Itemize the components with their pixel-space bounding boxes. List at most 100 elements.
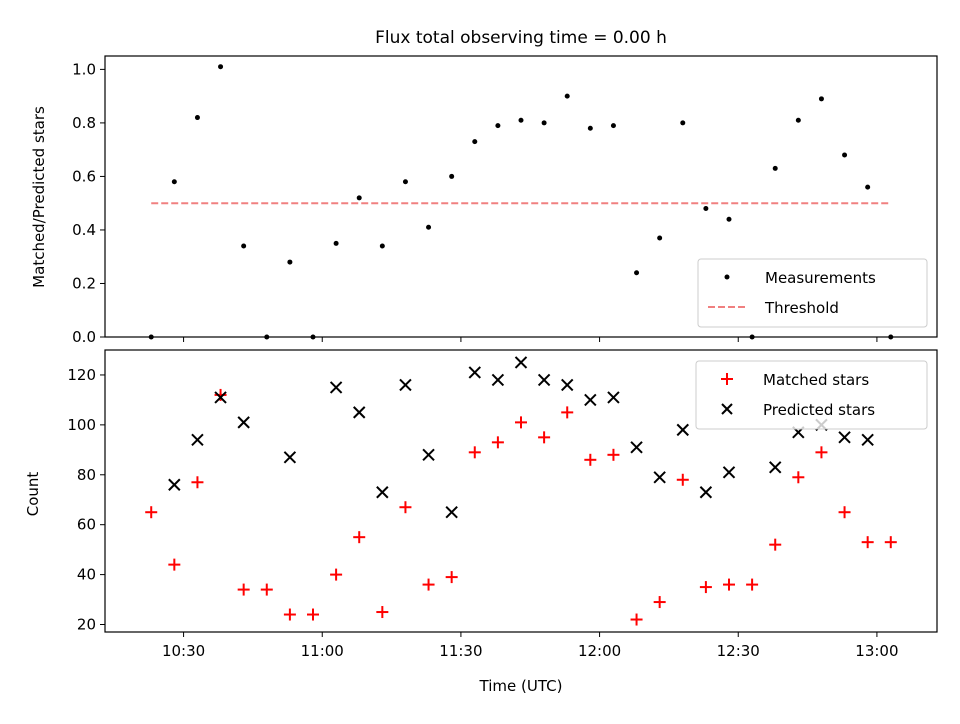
matched-star-point [214, 388, 227, 401]
matched-star-point [584, 453, 597, 466]
bottom-x-tick-label: 13:00 [855, 642, 898, 660]
matched-star-point [376, 606, 389, 619]
top-y-tick-label: 0.4 [72, 221, 96, 239]
measurement-point [726, 216, 732, 222]
predicted-star-point [353, 406, 366, 419]
legend-threshold-label: Threshold [764, 299, 839, 317]
top-legend: Measurements Threshold [697, 258, 928, 328]
matched-star-point [630, 613, 643, 626]
top-y-tick-label: 1.0 [72, 60, 96, 78]
predicted-star-point [445, 506, 458, 519]
measurement-point [564, 93, 570, 99]
predicted-star-point [722, 466, 736, 479]
measurement-point [356, 195, 362, 201]
bottom-legend: Matched stars Predicted stars [695, 360, 928, 430]
matched-star-point [283, 608, 296, 621]
matched-star-point [445, 571, 458, 584]
bottom-x-tick-label: 11:00 [301, 642, 344, 660]
matched-star-point [422, 578, 435, 591]
matched-star-point [468, 446, 481, 459]
matched-star-point [538, 431, 551, 444]
chart-title: Flux total observing time = 0.00 h [375, 28, 667, 48]
measurement-point [587, 125, 593, 131]
predicted-star-point [168, 478, 181, 491]
matched-star-point [307, 608, 319, 621]
matched-star-point [607, 448, 620, 461]
measurement-point [287, 259, 293, 265]
measurement-point [379, 243, 385, 249]
matched-star-point [491, 436, 504, 449]
legend-measurements-label: Measurements [765, 269, 876, 287]
predicted-star-point [468, 366, 481, 379]
matched-star-point [838, 506, 851, 519]
matched-star-point [769, 538, 782, 551]
top-axes-frame [104, 55, 938, 338]
bottom-x-tick-label: 12:30 [717, 642, 760, 660]
matched-star-point [653, 596, 666, 609]
bottom-panel: 20 40 60 80 100 120 10:30 11:00 11:30 12:00 12:30 1… [24, 349, 938, 695]
bottom-y-axis-label: Count [24, 472, 42, 517]
measurement-point [865, 184, 871, 190]
measurement-point [449, 173, 455, 179]
matched-star-point [884, 536, 897, 549]
measurement-point [610, 123, 616, 129]
bottom-axes: 20 40 60 80 100 120 10:30 11:00 11:30 12:00 12:30 1… [67, 366, 898, 660]
predicted-star-point [769, 461, 782, 474]
top-axes: 0.0 0.2 0.4 0.6 0.8 1.0 [72, 60, 878, 346]
bottom-plot-area [145, 356, 897, 626]
bottom-legend-box [695, 360, 928, 430]
matched-star-point [515, 416, 527, 429]
predicted-star-point [653, 471, 666, 484]
predicted-star-point [399, 378, 412, 392]
bottom-y-tick-label: 100 [67, 416, 96, 434]
top-y-tick-label: 0.2 [72, 274, 96, 292]
predicted-star-point [861, 433, 874, 447]
matched-star-point [191, 476, 204, 489]
predicted-star-point [422, 448, 435, 462]
matched-star-point [399, 501, 412, 514]
measurement-point [795, 117, 801, 123]
legend-measurements-marker [724, 274, 730, 280]
predicted-star-point [676, 423, 689, 437]
bottom-y-tick-label: 40 [77, 566, 96, 584]
measurement-point [657, 235, 663, 241]
bottom-x-tick-label: 12:00 [578, 642, 621, 660]
predicted-star-point [607, 391, 620, 404]
matched-star-point [861, 536, 874, 549]
measurement-point [218, 64, 224, 70]
predicted-star-point [537, 373, 551, 387]
predicted-star-point [191, 433, 204, 447]
predicted-star-point [214, 391, 227, 404]
top-y-tick-label: 0.8 [72, 114, 96, 132]
top-y-axis-label: Matched/Predicted stars [30, 106, 48, 288]
top-y-tick-label: 0.0 [72, 328, 96, 346]
measurement-point [333, 240, 339, 246]
matched-star-point [237, 583, 250, 596]
matched-star-point [330, 568, 343, 581]
matched-star-point [353, 531, 366, 544]
legend-matched-label: Matched stars [763, 371, 869, 389]
matched-star-point [145, 506, 158, 519]
matched-star-point [561, 406, 574, 419]
predicted-star-point [561, 378, 574, 392]
predicted-star-point [283, 451, 297, 464]
bottom-y-tick-label: 60 [77, 516, 96, 534]
measurement-point [194, 115, 200, 121]
measurement-point [680, 120, 686, 126]
matched-star-point [815, 446, 828, 459]
legend-predicted-label: Predicted stars [763, 401, 875, 419]
legend-matched-marker [721, 373, 733, 385]
measurement-point [171, 179, 177, 185]
bottom-y-tick-label: 20 [77, 616, 96, 634]
measurement-point [842, 152, 848, 158]
measurement-point [402, 179, 408, 185]
measurement-point [241, 243, 247, 249]
bottom-y-tick-label: 120 [67, 366, 96, 384]
bottom-axes-frame [104, 349, 938, 633]
matched-star-point [260, 583, 273, 596]
measurement-point [426, 224, 432, 230]
legend-predicted-marker [721, 403, 733, 415]
matched-star-point [723, 578, 735, 591]
